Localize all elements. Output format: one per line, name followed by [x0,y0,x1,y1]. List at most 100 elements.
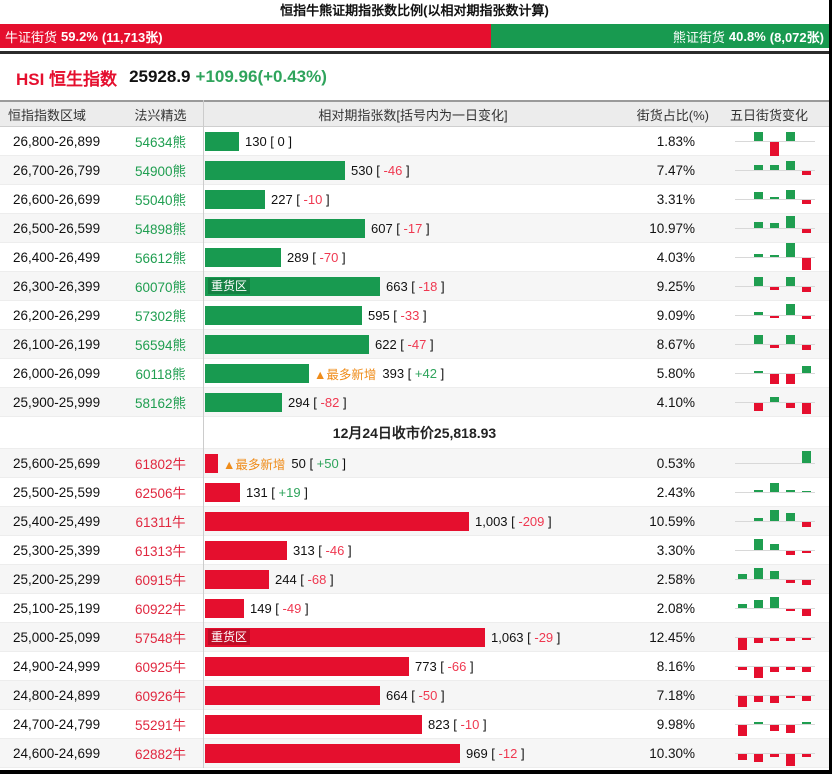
warrant-code-link[interactable]: 55291牛 [134,718,187,733]
street-ratio-value: 0.53% [656,455,695,471]
volume-value: 313 [ -46 ] [293,542,352,558]
street-ratio-value: 9.98% [656,716,695,732]
sparkline-baseline [735,694,815,696]
daily-change-value: +42 [414,365,437,381]
table-row: 26,600-26,699 55040熊 227 [ -10 ] 3.31% [0,185,829,214]
warrant-code-link[interactable]: 60925牛 [134,660,187,675]
header-street-ratio: 街货占比(%) [636,107,709,123]
warrant-code-link[interactable]: 57548牛 [134,631,187,646]
warrant-code-link[interactable]: 62882牛 [134,747,187,762]
relative-volume-cell: 244 [ -68 ] [203,569,623,589]
index-range: 25,300-25,399 [13,542,101,558]
volume-value: 50 [ +50 ] [291,455,346,471]
five-day-sparkline [735,681,815,710]
volume-value: 607 [ -17 ] [371,220,430,236]
sparkline-bar [802,490,811,492]
warrant-code-link[interactable]: 54898熊 [134,222,187,237]
sparkline-bar [754,311,763,315]
volume-bar [205,189,265,209]
heavy-zone-label: 重货区 [208,278,251,294]
five-day-sparkline [735,565,815,594]
warrant-code-link[interactable]: 62506牛 [134,486,187,501]
sparkline-baseline [735,256,815,258]
relative-volume-cell: 664 [ -50 ] [203,685,623,705]
warrant-code-link[interactable]: 60118熊 [135,367,186,382]
bear-ratio-segment: 熊证街货 40.8% (8,072张) [490,24,829,48]
daily-change-value: -68 [307,571,327,587]
daily-change-value: -49 [282,600,302,616]
volume-bar [205,482,240,502]
daily-change-value: +19 [278,484,301,500]
five-day-sparkline [735,388,815,417]
index-range: 26,300-26,399 [13,278,101,294]
table-row: 25,400-25,499 61311牛 1,003 [ -209 ] 10.5… [0,507,829,536]
index-range: 24,700-24,799 [13,716,101,732]
sparkline-baseline [735,752,815,754]
table-row: 26,400-26,499 56612熊 289 [ -70 ] 4.03% [0,242,829,272]
street-volume-ratio-bar: 牛证街货 59.2% (11,713张) 熊证街货 40.8% (8,072张) [0,24,829,48]
bear-ratio-pct: 40.8% [728,28,766,44]
sparkline-baseline [735,198,815,200]
sparkline-bar [754,517,763,521]
five-day-change-cell [709,623,829,652]
sparkline-bar [738,573,747,579]
five-day-sparkline [735,156,815,185]
sparkline-bar [754,370,763,373]
street-ratio-value: 2.58% [656,571,695,587]
separator [0,51,829,54]
sparkline-bar [754,599,763,608]
relative-volume-cell: 595 [ -33 ] [203,305,623,325]
index-range: 26,500-26,599 [13,220,101,236]
index-range: 25,400-25,499 [13,513,101,529]
daily-change-value: -46 [325,542,345,558]
sparkline-baseline [735,227,815,229]
sparkline-bar [786,550,795,555]
sparkline-baseline [735,372,815,374]
sparkline-bar [770,396,779,402]
relative-volume-cell: 重货区 663 [ -18 ] [203,276,623,296]
volume-bar [205,334,369,354]
volume-value: 1,063 [ -29 ] [491,629,561,645]
sparkline-bar [770,222,779,228]
sparkline-bar [754,538,763,550]
warrant-code-link[interactable]: 56612熊 [134,251,187,266]
five-day-change-cell [709,478,829,507]
index-range: 25,600-25,699 [13,455,101,471]
five-day-sparkline [735,536,815,565]
warrant-code-link[interactable]: 55040熊 [134,193,187,208]
street-ratio-value: 4.03% [656,249,695,265]
index-change: +109.96(+0.43%) [195,67,327,86]
volume-value: 227 [ -10 ] [271,191,330,207]
warrant-code-link[interactable]: 61313牛 [134,544,187,559]
warrant-code-link[interactable]: 54900熊 [134,164,187,179]
index-range: 24,600-24,699 [13,745,101,761]
sparkline-bar [770,596,779,608]
warrant-code-link[interactable]: 60915牛 [134,573,187,588]
warrant-code-link[interactable]: 61311牛 [135,515,186,530]
sparkline-baseline [735,491,815,493]
relative-volume-cell: ▲最多新增 50 [ +50 ] [203,453,623,473]
heavy-zone-label: 重货区 [208,629,251,645]
sparkline-bar [786,276,795,286]
volume-value: 773 [ -66 ] [415,658,474,674]
daily-change-value: -46 [383,162,403,178]
volume-bar [205,305,362,325]
warrant-code-link[interactable]: 60922牛 [134,602,187,617]
index-range: 25,500-25,599 [13,484,101,500]
warrant-code-link[interactable]: 54634熊 [134,135,187,150]
warrant-code-link[interactable]: 60070熊 [134,280,187,295]
table-row: 26,200-26,299 57302熊 595 [ -33 ] 9.09% [0,301,829,330]
street-ratio-value: 10.59% [649,513,695,529]
sparkline-bar [802,199,811,204]
warrant-code-link[interactable]: 60926牛 [134,689,187,704]
volume-value: 622 [ -47 ] [375,336,434,352]
volume-bar [205,453,218,473]
index-quote-row: HSI 恒生指数 25928.9 +109.96(+0.43%) [0,54,829,100]
warrant-code-link[interactable]: 61802牛 [134,457,187,472]
index-range: 25,100-25,199 [13,600,101,616]
sparkline-bar [786,160,795,170]
five-day-sparkline [735,710,815,739]
warrant-code-link[interactable]: 57302熊 [134,309,187,324]
warrant-code-link[interactable]: 58162熊 [134,396,187,411]
warrant-code-link[interactable]: 56594熊 [134,338,187,353]
